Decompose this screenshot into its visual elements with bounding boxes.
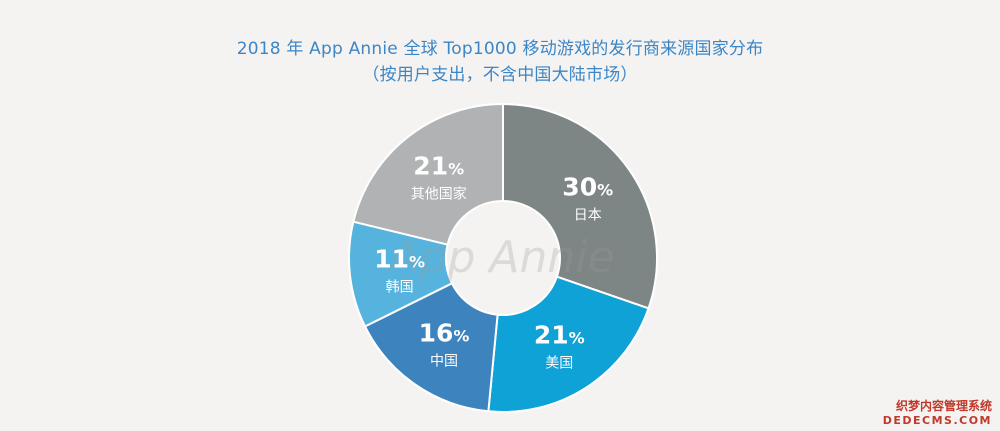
- slice-value-label: 30%: [562, 173, 613, 202]
- corner-watermark-cn: 织梦内容管理系统: [895, 399, 992, 413]
- donut-slices: [348, 102, 658, 413]
- corner-watermark-en: DEDECMS.COM: [882, 414, 992, 427]
- slice-category-label: 中国: [430, 354, 458, 370]
- slice-0: [502, 102, 658, 310]
- slice-category-label: 日本: [574, 208, 602, 224]
- slice-category-label: 美国: [545, 355, 573, 371]
- slice-2: [363, 281, 499, 413]
- slice-value-label: 11%: [374, 245, 425, 274]
- slice-1: [487, 275, 650, 413]
- chart-subtitle: （按用户支出，不含中国大陆市场）: [362, 65, 638, 85]
- slice-value-label: 16%: [419, 319, 470, 348]
- slice-category-label: 其他国家: [411, 185, 467, 202]
- slice-labels: 30% 日本 21% 美国 16% 中国 11% 韩国 21% 其他国家: [374, 151, 613, 371]
- slice-4: [352, 102, 504, 246]
- chart-title: 2018 年 App Annie 全球 Top1000 移动游戏的发行商来源国家…: [236, 39, 764, 59]
- slice-category-label: 韩国: [386, 280, 414, 296]
- slice-value-label: 21%: [413, 151, 464, 180]
- slice-value-label: 21%: [534, 320, 585, 349]
- watermark-logo: App Annie: [386, 232, 614, 283]
- corner-watermark: 织梦内容管理系统 DEDECMS.COM: [883, 397, 992, 427]
